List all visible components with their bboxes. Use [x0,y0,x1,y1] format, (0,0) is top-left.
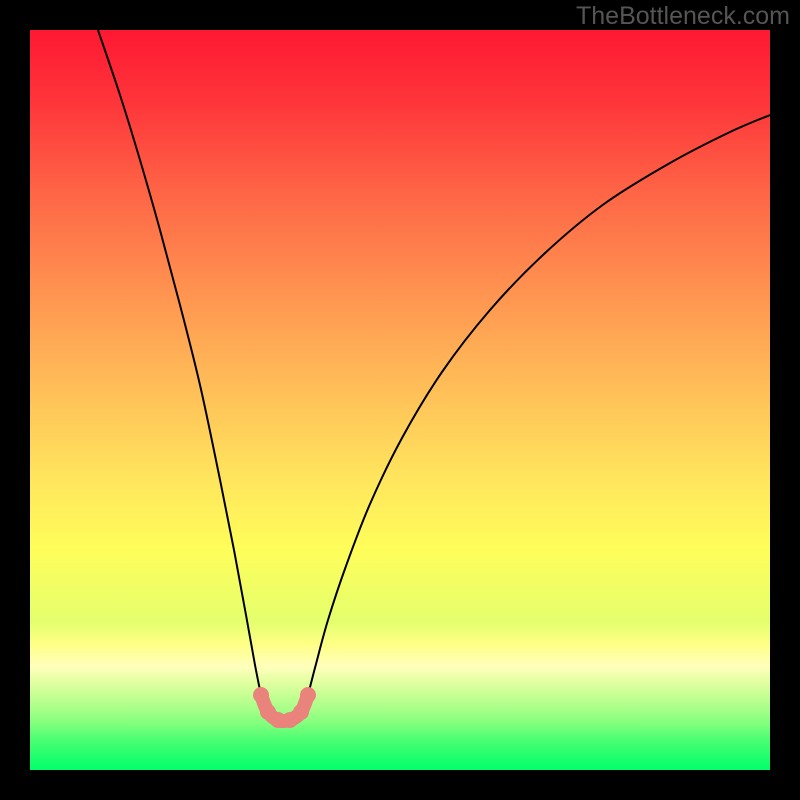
chart-stage: TheBottleneck.com [0,0,800,800]
marker-dot [300,687,316,703]
marker-dot [293,704,309,720]
chart-svg [30,30,770,770]
gradient-background [30,30,770,770]
marker-dot [253,687,269,703]
watermark-text: TheBottleneck.com [576,2,790,31]
plot-area [30,30,770,770]
